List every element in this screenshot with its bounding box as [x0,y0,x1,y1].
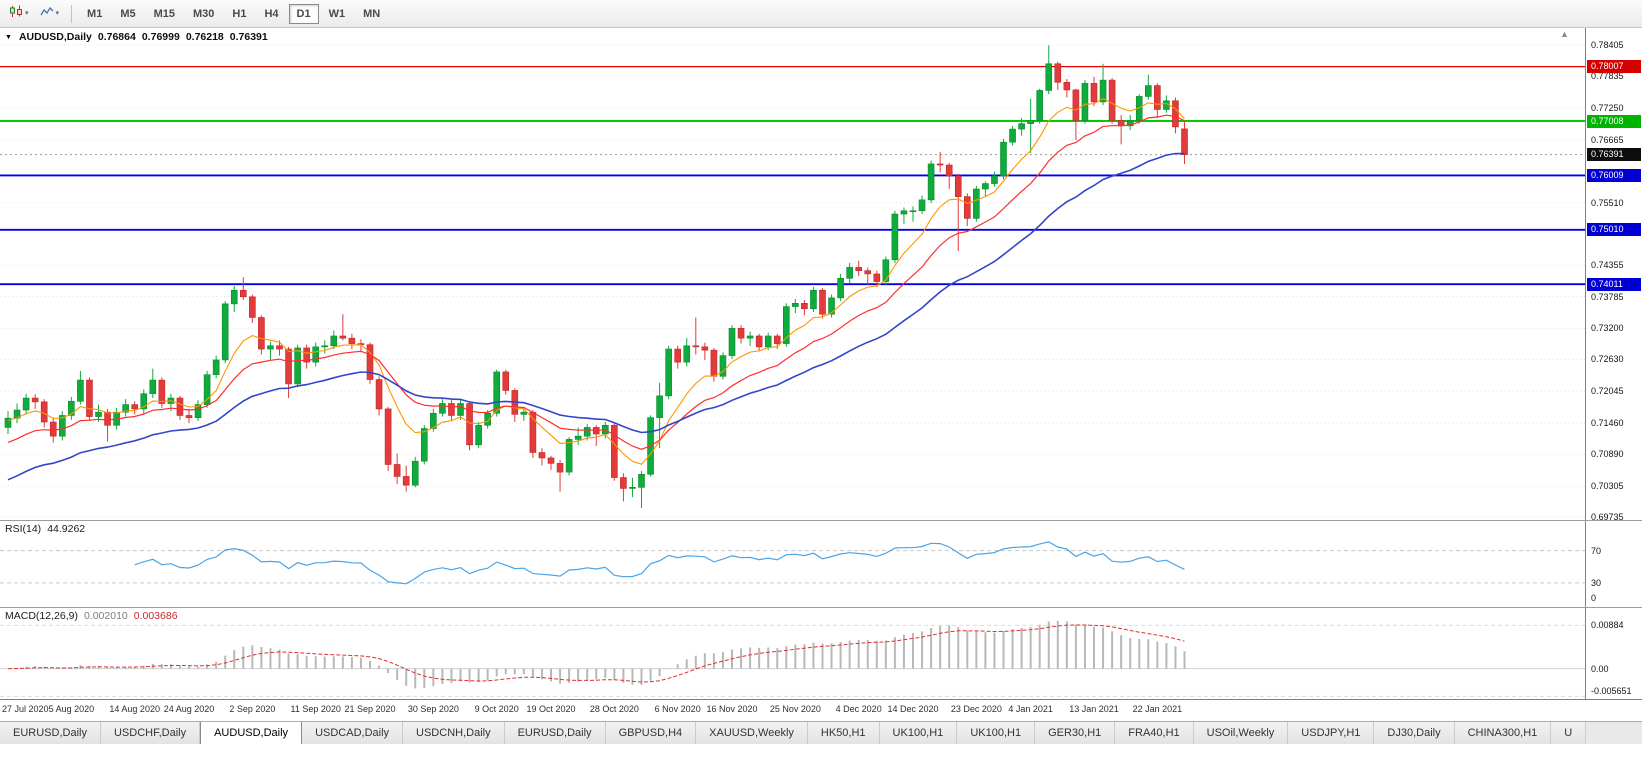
macd-axis-label: 0.00 [1591,663,1609,674]
chart-tab[interactable]: EURUSD,Daily [0,722,101,744]
price-axis-label: 0.73200 [1591,323,1624,334]
panel-separator[interactable] [0,607,1642,608]
time-axis-label: 14 Aug 2020 [109,704,160,714]
time-axis-label: 22 Jan 2021 [1132,704,1183,714]
timeframe-button-h4[interactable]: H4 [264,7,279,20]
time-axis-label: 16 Nov 2020 [706,704,758,714]
price-chart-canvas[interactable] [0,28,1585,699]
chart-tab[interactable]: DJ30,Daily [1374,722,1455,744]
line-chart-button[interactable]: ▾ [35,3,65,25]
price-axis-label: 0.77250 [1591,102,1624,113]
level-price-badge: 0.76009 [1587,168,1641,182]
price-axis-label: 0.76665 [1591,134,1624,145]
rsi-axis-label: 0 [1591,593,1597,603]
timeframe-button-m15[interactable]: M15 [153,7,175,20]
chart-tab-bar: EURUSD,Daily USDCHF,Daily AUDUSD,Daily USDC… [0,721,1642,744]
time-axis-label: 4 Jan 2021 [1008,704,1053,714]
chart-tab[interactable]: U [1551,722,1587,744]
time-axis-label: 30 Sep 2020 [407,704,459,714]
price-axis-label: 0.70305 [1591,480,1624,491]
chart-tab[interactable]: USDJPY,H1 [1288,722,1375,744]
toolbar-separator [71,4,73,23]
timeframe-button-mn[interactable]: MN [363,7,381,20]
time-axis-label: 23 Dec 2020 [950,704,1002,714]
price-axis-label: 0.73785 [1591,291,1624,302]
timeframe-button-w1[interactable]: W1 [328,7,346,20]
time-axis-label: 11 Sep 2020 [290,704,341,714]
panel-separator[interactable] [0,520,1642,521]
time-axis-label: 19 Oct 2020 [526,704,576,714]
time-axis-label: 21 Sep 2020 [344,704,396,714]
rsi-axis-label: 70 [1591,545,1602,556]
chart-tab[interactable]: UK100,H1 [957,722,1036,744]
chart-tab[interactable]: HK50,H1 [807,722,880,744]
time-axis-label: 2 Sep 2020 [229,704,276,714]
time-axis-label: 13 Jan 2021 [1069,704,1119,714]
chart-tab[interactable]: UK100,H1 [879,722,958,744]
time-axis: 27 Jul 2020 5 Aug 2020 14 Aug 2020 24 Aug 2… [0,699,1642,721]
price-axis-label: 0.70890 [1591,449,1624,460]
price-axis-label: 0.72045 [1591,386,1624,397]
macd-axis-label: -0.005651 [1591,686,1632,696]
chart-tab[interactable]: CHINA300,H1 [1454,722,1552,744]
price-axis-label: 0.71460 [1591,418,1624,429]
time-axis-label: 14 Dec 2020 [887,704,939,714]
chart-tab[interactable]: AUDUSD,Daily [200,722,303,744]
chart-tab[interactable]: GBPUSD,H4 [605,722,697,744]
macd-axis-label: 0.00884 [1591,620,1624,631]
chart-tab[interactable]: USDCNH,Daily [403,722,505,744]
time-axis-label: 24 Aug 2020 [163,704,215,714]
time-axis-label: 5 Aug 2020 [48,704,95,714]
timeframe-group: M1 M5 M15 M30 H1 H4 D1 W1 MN [79,3,388,24]
level-price-badge: 0.77008 [1587,114,1641,128]
bottom-strip [0,744,1642,779]
chevron-down-icon: ▾ [55,10,60,17]
price-axis-label: 0.77835 [1591,71,1624,82]
level-price-badge: 0.78007 [1587,60,1641,74]
toolbar: ▾ ▾ M1 M5 M15 M30 H1 H4 D1 W1 MN [0,0,1642,28]
chart-tab[interactable]: USDCAD,Daily [302,722,404,744]
price-axis-label: 0.72630 [1591,354,1624,365]
time-axis-label: 27 Jul 2020 [2,704,49,714]
price-axis-label: 0.75510 [1591,197,1624,208]
chart-tab[interactable]: USDCHF,Daily [100,722,201,744]
level-price-badge: 0.74011 [1587,277,1641,291]
time-axis-label: 25 Nov 2020 [769,704,821,714]
price-axis-label: 0.69735 [1591,512,1624,522]
chart-type-button[interactable]: ▾ [4,3,34,25]
line-chart-icon [39,5,54,23]
timeframe-button-m1[interactable]: M1 [87,7,103,20]
candlestick-chart-icon [9,5,23,23]
chart-tab[interactable]: EURUSD,Daily [504,722,606,744]
auto-scroll-marker-icon: ▲ [1560,29,1569,39]
chevron-down-icon: ▾ [25,10,29,17]
time-axis-label: 9 Oct 2020 [474,704,519,714]
price-axis-label: 0.78405 [1591,39,1624,50]
time-axis-label: 28 Oct 2020 [589,704,639,714]
time-axis-label: 4 Dec 2020 [835,704,882,714]
time-axis-label: 6 Nov 2020 [654,704,701,714]
rsi-axis-label: 30 [1591,577,1602,588]
price-axis-label: 0.74355 [1591,260,1624,271]
chart-tab[interactable]: USOil,Weekly [1193,722,1289,744]
chart-tab[interactable]: XAUUSD,Weekly [696,722,808,744]
timeframe-button-m5[interactable]: M5 [120,7,136,20]
price-axis: 0.78405 0.77835 0.77250 0.76665 0.75510 0.743… [1585,28,1642,699]
chart-tab[interactable]: FRA40,H1 [1115,722,1194,744]
timeframe-button-d1[interactable]: D1 [288,3,319,24]
timeframe-button-m30[interactable]: M30 [193,7,215,20]
timeframe-button-h1[interactable]: H1 [232,7,247,20]
chart-tab[interactable]: GER30,H1 [1035,722,1116,744]
chart-area[interactable]: ▼ AUDUSD,Daily 0.76864 0.76999 0.76218 0… [0,28,1585,699]
current-price-badge: 0.76391 [1587,148,1641,162]
level-price-badge: 0.75010 [1587,223,1641,237]
